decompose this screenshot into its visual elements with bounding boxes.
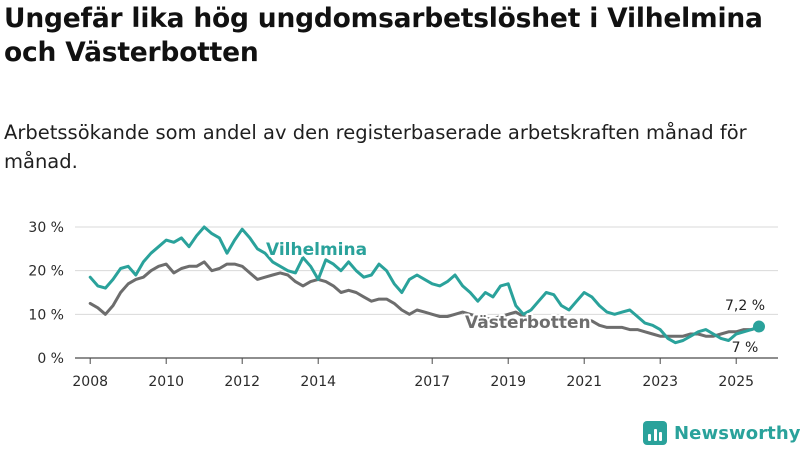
x-tick-label-2019: 2019 [490,374,526,390]
series-line-västerbotten [88,260,761,338]
bar-chart-icon [643,421,667,445]
end-label-vasterbotten: 7 % [732,340,759,356]
y-tick-label-30: 30 % [28,220,64,236]
brand-name: Newsworthy [674,422,800,444]
y-axis-ticks: 0 % 10 % 20 % 30 % [28,220,64,367]
x-tick-label-2025: 2025 [718,374,754,390]
x-axis: 2008 2010 2012 2014 2017 2019 2021 2023 2025 [72,357,778,390]
series-labels: Vilhelmina Västerbotten 7,2 % 7 % [264,238,765,356]
gridlines [75,226,778,315]
end-marker-vilhelmina [753,320,765,333]
x-tick-label-2010: 2010 [148,374,184,390]
series-label-västerbotten: Västerbotten [465,313,591,333]
end-label-vilhelmina: 7,2 % [725,298,765,314]
x-tick-label-2023: 2023 [642,374,678,390]
x-tick-label-2012: 2012 [224,374,260,390]
series-label-vilhelmina: Vilhelmina [266,240,367,260]
chart-subtitle: Arbetssökande som andel av den registerb… [4,121,747,173]
series-layer [88,225,761,345]
y-tick-label-20: 20 % [28,264,64,280]
series-line-vilhelmina [88,225,761,345]
newsworthy-logo: Newsworthy [643,419,800,447]
x-tick-label-2014: 2014 [300,374,336,390]
x-tick-label-2017: 2017 [414,374,450,390]
x-tick-label-2008: 2008 [72,374,108,390]
x-tick-label-2021: 2021 [566,374,602,390]
y-tick-label-10: 10 % [28,307,64,323]
chart-title: Ungefär lika hög ungdomsarbetslöshet i V… [4,3,763,68]
y-tick-label-0: 0 % [37,351,64,367]
